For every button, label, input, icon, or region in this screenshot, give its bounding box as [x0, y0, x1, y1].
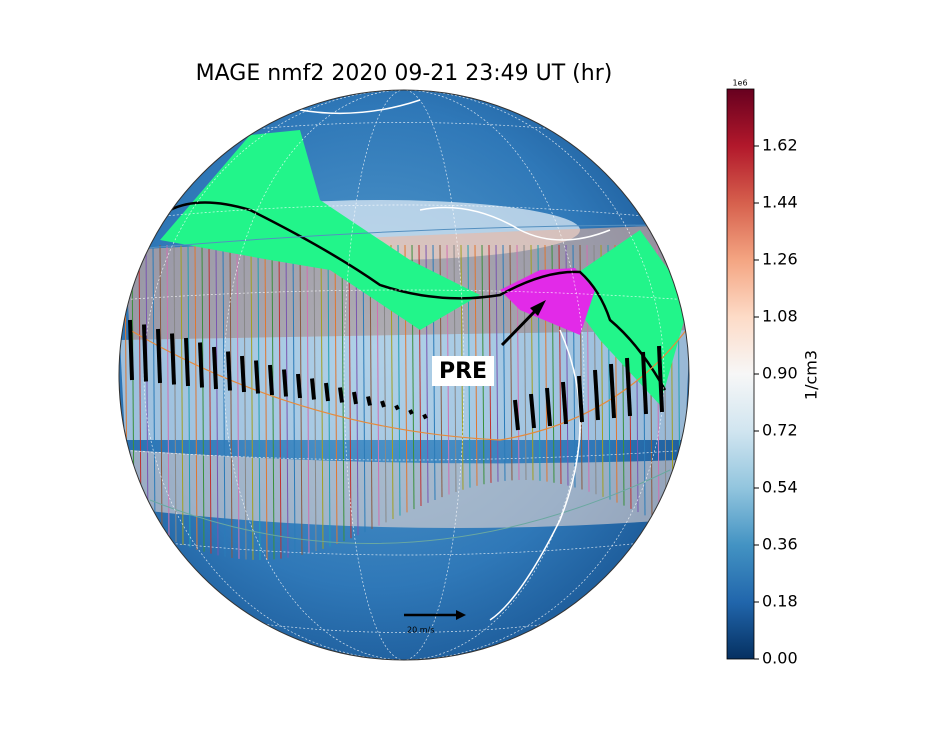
drift-vector: [408, 409, 414, 415]
field-line: [236, 244, 240, 559]
field-line: [355, 244, 359, 536]
field-line: [201, 244, 205, 552]
colorbar-tick-label: 0.54: [762, 478, 798, 497]
drift-vector: [625, 357, 632, 417]
field-line: [334, 244, 338, 544]
drift-vector: [324, 382, 330, 402]
field-line: [152, 244, 156, 534]
drift-vector: [529, 393, 536, 429]
field-line: [222, 244, 226, 557]
drift-vector: [380, 400, 386, 408]
pre-label: PRE: [439, 359, 487, 384]
globe: [119, 90, 689, 660]
colorbar-tick-label: 0.90: [762, 364, 798, 383]
pre-region: [500, 268, 595, 335]
pre-arrow: [500, 304, 542, 347]
terminator-line: [169, 201, 667, 391]
drift-vector: [310, 378, 316, 400]
colorbar-tick-label: 0.36: [762, 535, 798, 554]
drift-vector: [296, 373, 302, 399]
field-line: [208, 244, 212, 554]
field-line: [243, 244, 247, 560]
drift-vector: [198, 342, 204, 388]
drift-vector: [561, 381, 568, 425]
drift-vector: [366, 396, 372, 406]
drift-vector: [142, 324, 148, 382]
density-band: [130, 450, 680, 528]
drift-vector: [212, 346, 218, 390]
field-line: [145, 244, 149, 530]
field-line: [257, 244, 261, 561]
density-band: [120, 330, 689, 440]
field-line: [362, 244, 366, 533]
scale-arrowhead: [456, 610, 466, 620]
field-line: [278, 244, 282, 559]
field-line: [495, 244, 499, 482]
drift-vector: [609, 363, 616, 419]
drift-vector: [513, 399, 520, 431]
boundary: [149, 469, 671, 544]
field-line: [138, 244, 142, 527]
drift-vectors: [128, 319, 664, 431]
drift-vector: [394, 404, 400, 411]
drift-vector: [545, 387, 552, 427]
drift-vector: [282, 369, 288, 397]
drift-vector: [156, 328, 162, 384]
pre-arrowhead: [530, 300, 546, 316]
globe-outline: [118, 89, 690, 661]
drift-vector: [170, 333, 176, 385]
green-region: [560, 230, 689, 405]
coastline: [299, 99, 611, 621]
field-line: [166, 244, 170, 540]
drift-vector: [593, 369, 600, 421]
field-line: [292, 244, 296, 557]
field-line: [194, 244, 198, 550]
field-line: [348, 244, 352, 539]
green-region: [160, 130, 480, 330]
field-line: [306, 244, 310, 554]
colorbar-tick-label: 1.44: [762, 193, 798, 212]
field-line: [229, 244, 233, 558]
colorbar-tick-label: 0.00: [762, 649, 798, 668]
drift-vector: [240, 355, 246, 393]
boundary: [124, 224, 686, 251]
drift-vector: [226, 351, 232, 391]
field-line: [502, 244, 506, 481]
pre-box: [432, 356, 494, 386]
field-line: [173, 244, 177, 543]
field-line: [264, 244, 268, 560]
drift-vector: [128, 319, 134, 381]
drift-vector: [352, 391, 358, 405]
colorbar-tick-label: 1.08: [762, 307, 798, 326]
colorbar-tick-label: 0.72: [762, 421, 798, 440]
field-line: [341, 244, 345, 542]
field-line: [180, 244, 184, 545]
drift-vector: [268, 364, 274, 396]
field-line: [250, 244, 254, 560]
field-line: [299, 244, 303, 555]
drift-vector: [577, 375, 584, 423]
drift-vector: [641, 351, 648, 415]
colorbar-tick-label: 1.62: [762, 136, 798, 155]
colorbar-tick-label: 0.18: [762, 592, 798, 611]
drift-vector: [422, 413, 428, 420]
drift-vector: [338, 387, 344, 403]
drift-vector: [657, 345, 664, 413]
field-line: [509, 244, 513, 481]
field-line: [215, 244, 219, 556]
drift-vector: [184, 337, 190, 387]
field-line: [271, 244, 275, 560]
colorbar-ticks: 0.00 0.18 0.36 0.54 0.72 0.90 1.08 1.26 1.44 1.62: [754, 136, 798, 668]
drift-vector: [254, 360, 260, 394]
colorbar-label: 1/cm3: [802, 350, 821, 400]
field-line: [159, 244, 163, 537]
field-line: [320, 244, 324, 549]
colorbar-tick-label: 1.26: [762, 250, 798, 269]
map-title: MAGE nmf2 2020 09-21 23:49 UT (hr): [196, 61, 613, 86]
colorbar-scale: 1e6: [732, 79, 747, 88]
scale-label: 20 m/s: [407, 626, 434, 635]
colorbar: [726, 88, 755, 660]
